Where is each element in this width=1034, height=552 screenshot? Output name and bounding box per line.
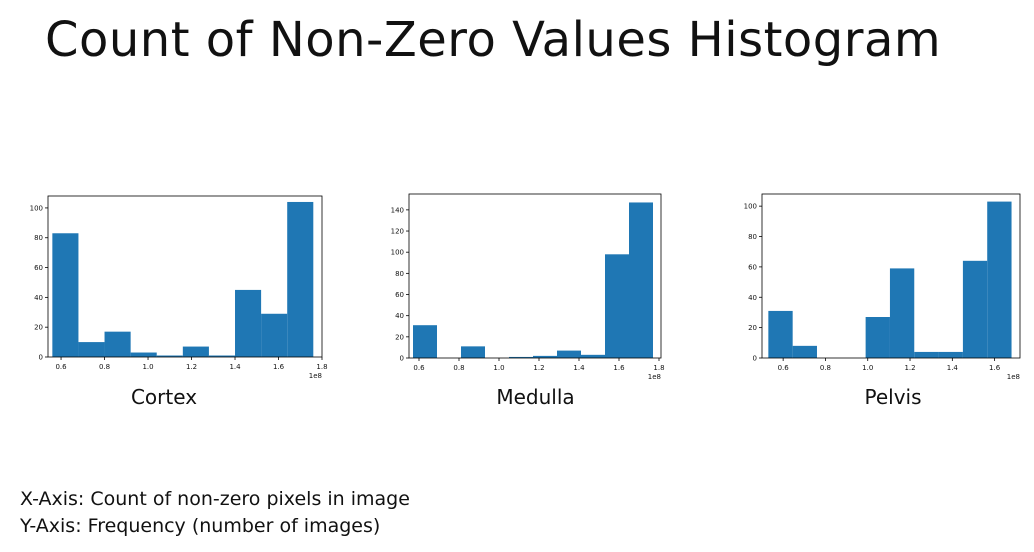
plot-frame <box>408 193 662 359</box>
y-tick-label: 40 <box>748 294 757 302</box>
histogram-bar <box>889 268 915 358</box>
plot-frame <box>761 193 1021 359</box>
x-tick-label: 0.6 <box>413 364 425 372</box>
x-tick-label: 1.8 <box>316 363 327 371</box>
x-tick-label: 1.8 <box>653 364 664 372</box>
histogram-bar <box>413 325 437 358</box>
x-tick-label: 1.2 <box>533 364 544 372</box>
x-tick-label: 1.2 <box>186 363 197 371</box>
histogram-bar <box>629 202 653 358</box>
x-tick-label: 1.0 <box>493 364 504 372</box>
x-tick-label: 1.4 <box>947 364 959 372</box>
x-tick-label: 0.8 <box>453 364 464 372</box>
histogram-bar <box>261 313 288 357</box>
x-tick-label: 1.4 <box>573 364 585 372</box>
y-tick-label: 80 <box>748 233 757 241</box>
x-offset-label: 1e8 <box>648 373 661 381</box>
histogram-bar <box>557 350 581 358</box>
y-tick-label: 20 <box>395 333 404 341</box>
y-tick-label: 120 <box>391 228 404 236</box>
histogram-bar <box>938 351 963 358</box>
x-tick-label: 1.6 <box>613 364 625 372</box>
x-tick-label: 0.6 <box>778 364 790 372</box>
x-tick-label: 1.0 <box>862 364 873 372</box>
histogram-bar <box>156 355 183 357</box>
x-tick-label: 0.8 <box>820 364 831 372</box>
x-tick-label: 1.6 <box>273 363 285 371</box>
histogram-bar <box>914 351 939 358</box>
y-tick-label: 0 <box>400 355 404 363</box>
y-tick-label: 0 <box>753 355 757 363</box>
y-tick-label: 60 <box>34 264 43 272</box>
chart-caption-medulla: Medulla <box>496 385 575 409</box>
histogram-bar <box>78 342 105 357</box>
histogram-bar <box>287 201 314 357</box>
y-tick-label: 0 <box>39 354 43 362</box>
histogram-bar <box>52 233 79 357</box>
histogram-bar <box>768 310 793 358</box>
histogram-bar <box>865 317 890 358</box>
y-tick-label: 60 <box>395 291 404 299</box>
chart-caption-pelvis: Pelvis <box>864 385 922 409</box>
y-tick-label: 80 <box>34 234 43 242</box>
y-tick-label: 60 <box>748 263 757 271</box>
y-tick-label: 40 <box>34 294 43 302</box>
x-axis-note: X-Axis: Count of non-zero pixels in imag… <box>20 488 410 510</box>
histogram-cortex: 0 20 40 60 80 100 0.6 0.8 1.0 1.2 1.4 1.6 1.8 1e8 <box>20 188 328 380</box>
y-tick-label: 20 <box>34 324 43 332</box>
histogram-bar <box>104 331 131 357</box>
axis-notes: X-Axis: Count of non-zero pixels in imag… <box>20 486 410 540</box>
histogram-bar <box>182 346 209 357</box>
page-title: Count of Non-Zero Values Histogram <box>45 12 942 68</box>
x-offset-label: 1e8 <box>309 372 322 380</box>
histogram-medulla: 0 20 40 60 80 100 120 140 0.6 0.8 1.0 1.2 1.4 1.6 1.8 1… <box>376 188 666 383</box>
x-tick-label: 1.4 <box>229 363 241 371</box>
x-tick-label: 0.6 <box>55 363 67 371</box>
plot-frame <box>47 195 323 358</box>
chart-svg: 0 20 40 60 80 100 0.6 0.8 1.0 1.2 1.4 1.6 1e8 <box>744 193 1021 381</box>
x-tick-label: 1.6 <box>989 364 1001 372</box>
chart-caption-cortex: Cortex <box>130 385 198 409</box>
y-tick-label: 20 <box>748 324 757 332</box>
histogram-bar <box>130 352 157 357</box>
x-tick-label: 1.0 <box>142 363 153 371</box>
histogram-bar <box>461 346 485 358</box>
x-offset-label: 1e8 <box>1007 373 1020 381</box>
histogram-bar <box>605 254 629 358</box>
y-tick-label: 100 <box>391 249 404 257</box>
histogram-bar <box>208 355 236 357</box>
histogram-bar <box>792 345 817 358</box>
chart-svg: 0 20 40 60 80 100 120 140 0.6 0.8 1.0 1.2 1.4 1.6 1.81… <box>391 193 665 381</box>
histogram-pelvis: 0 20 40 60 80 100 0.6 0.8 1.0 1.2 1.4 1.6 1e8 <box>736 188 1026 383</box>
histogram-bar <box>987 201 1012 358</box>
x-tick-label: 1.2 <box>904 364 915 372</box>
histogram-bar <box>509 356 533 358</box>
y-tick-label: 40 <box>395 312 404 320</box>
histogram-bar <box>533 355 557 358</box>
y-axis-note: Y-Axis: Frequency (number of images) <box>20 515 381 537</box>
x-tick-label: 0.8 <box>99 363 110 371</box>
histogram-bar <box>962 260 988 358</box>
y-tick-label: 100 <box>30 204 43 212</box>
histogram-bar <box>235 289 262 357</box>
y-tick-label: 140 <box>391 206 404 214</box>
y-tick-label: 100 <box>744 203 757 211</box>
y-tick-label: 80 <box>395 270 404 278</box>
histogram-bar <box>581 354 605 358</box>
